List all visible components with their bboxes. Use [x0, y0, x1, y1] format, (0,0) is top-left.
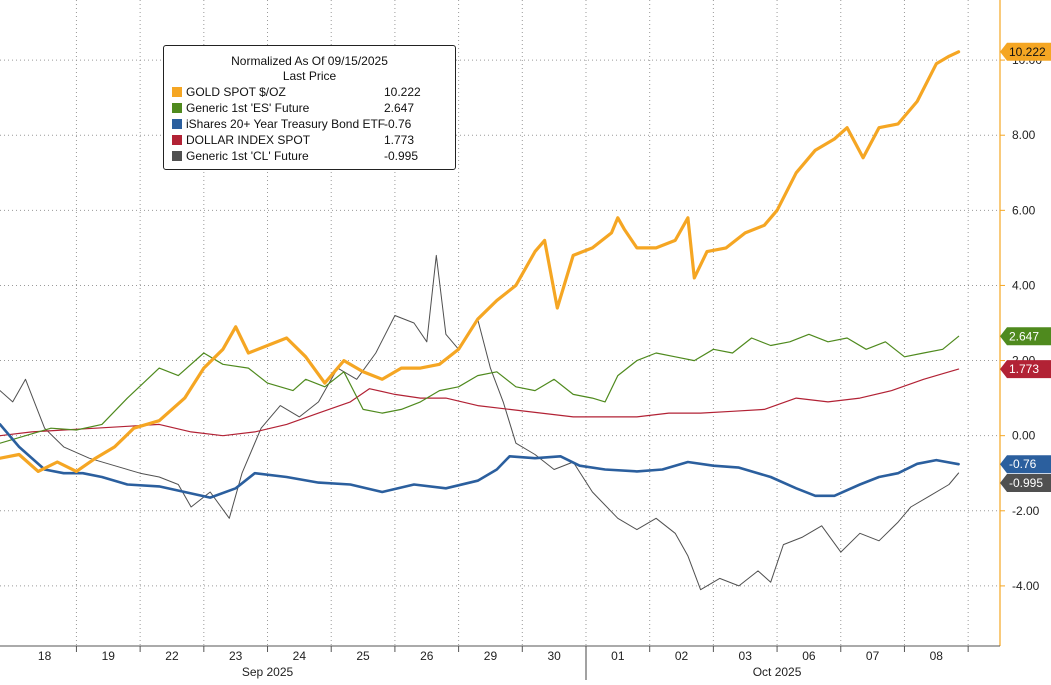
- last-value-tag-bg: [1000, 327, 1051, 346]
- chart-legend: Normalized As Of 09/15/2025 Last Price G…: [163, 45, 456, 170]
- gridlines: [0, 0, 1000, 646]
- last-value-tag-label: 2.647: [1009, 329, 1039, 343]
- legend-entry-es: Generic 1st 'ES' Future 2.647: [164, 100, 455, 116]
- x-tick-label: 18: [38, 649, 52, 663]
- last-value-tag-label: -0.76: [1009, 457, 1037, 471]
- legend-value: -0.76: [384, 117, 412, 131]
- x-tick-label: 22: [165, 649, 179, 663]
- x-tick-label: 07: [866, 649, 880, 663]
- x-tick-label: 30: [547, 649, 561, 663]
- legend-entry-tlt: iShares 20+ Year Treasury Bond ETF -0.76: [164, 116, 455, 132]
- x-tick-label: 03: [739, 649, 753, 663]
- legend-value: 1.773: [384, 133, 415, 147]
- legend-swatch: [172, 87, 182, 97]
- last-value-tag-bg: [1000, 42, 1051, 61]
- last-value-tag: -0.995: [1000, 474, 1051, 493]
- last-value-tag: 2.647: [1000, 327, 1051, 346]
- y-tick-label: 0.00: [1012, 429, 1036, 443]
- chart-subtitle: Last Price: [282, 69, 337, 83]
- last-value-tag-label: 1.773: [1009, 362, 1039, 376]
- y-tick-label: 4.00: [1012, 278, 1036, 292]
- legend-swatch: [172, 135, 182, 145]
- x-tick-label: 08: [930, 649, 944, 663]
- x-tick-label: 24: [293, 649, 307, 663]
- legend-value: 10.222: [384, 85, 421, 99]
- x-tick-label: 25: [356, 649, 370, 663]
- legend-value: 2.647: [384, 101, 415, 115]
- legend-entry-gold: GOLD SPOT $/OZ 10.222: [164, 84, 455, 100]
- series-line: [0, 423, 960, 499]
- series-line: [0, 368, 960, 437]
- x-tick-label: 26: [420, 649, 434, 663]
- last-value-tags: 10.222 2.647 -0.76 1.773 -0.995: [1000, 42, 1051, 493]
- legend-label: Generic 1st 'ES' Future: [186, 101, 310, 115]
- x-tick-label: 06: [802, 649, 816, 663]
- legend-swatch: [172, 103, 182, 113]
- x-month-label: Oct 2025: [753, 665, 802, 679]
- last-value-tag-label: -0.995: [1009, 476, 1043, 490]
- y-tick-label: 6.00: [1012, 203, 1036, 217]
- x-month-label: Sep 2025: [242, 665, 294, 679]
- x-tick-label: 19: [102, 649, 116, 663]
- legend-swatch: [172, 151, 182, 161]
- x-tick-label: 01: [611, 649, 625, 663]
- last-value-tag-label: 10.222: [1009, 45, 1046, 59]
- x-tick-label: 23: [229, 649, 243, 663]
- legend-label: Generic 1st 'CL' Future: [186, 149, 309, 163]
- x-tick-label: 02: [675, 649, 689, 663]
- y-tick-label: -4.00: [1012, 579, 1040, 593]
- legend-label: GOLD SPOT $/OZ: [186, 85, 286, 99]
- legend-value: -0.995: [384, 149, 419, 163]
- last-value-tag-bg: [1000, 455, 1051, 474]
- legend-entry-dxy: DOLLAR INDEX SPOT 1.773: [164, 132, 455, 148]
- last-value-tag: 1.773: [1000, 360, 1051, 379]
- last-value-tag-bg: [1000, 360, 1051, 379]
- y-tick-label: -2.00: [1012, 504, 1040, 518]
- last-value-tag: -0.76: [1000, 455, 1051, 474]
- series-lines: [0, 50, 961, 591]
- legend-swatch: [172, 119, 182, 129]
- x-tick-label: 29: [484, 649, 498, 663]
- last-value-tag: 10.222: [1000, 42, 1051, 61]
- y-tick-label: 8.00: [1012, 128, 1036, 142]
- series-line: [0, 254, 960, 591]
- series-line: [0, 50, 961, 473]
- series-line: [0, 333, 960, 444]
- legend-entry-cl: Generic 1st 'CL' Future -0.995: [164, 148, 455, 164]
- last-value-tag-bg: [1000, 474, 1051, 493]
- chart-title: Normalized As Of 09/15/2025: [231, 54, 388, 68]
- legend-label: DOLLAR INDEX SPOT: [186, 133, 311, 147]
- legend-label: iShares 20+ Year Treasury Bond ETF: [186, 117, 386, 131]
